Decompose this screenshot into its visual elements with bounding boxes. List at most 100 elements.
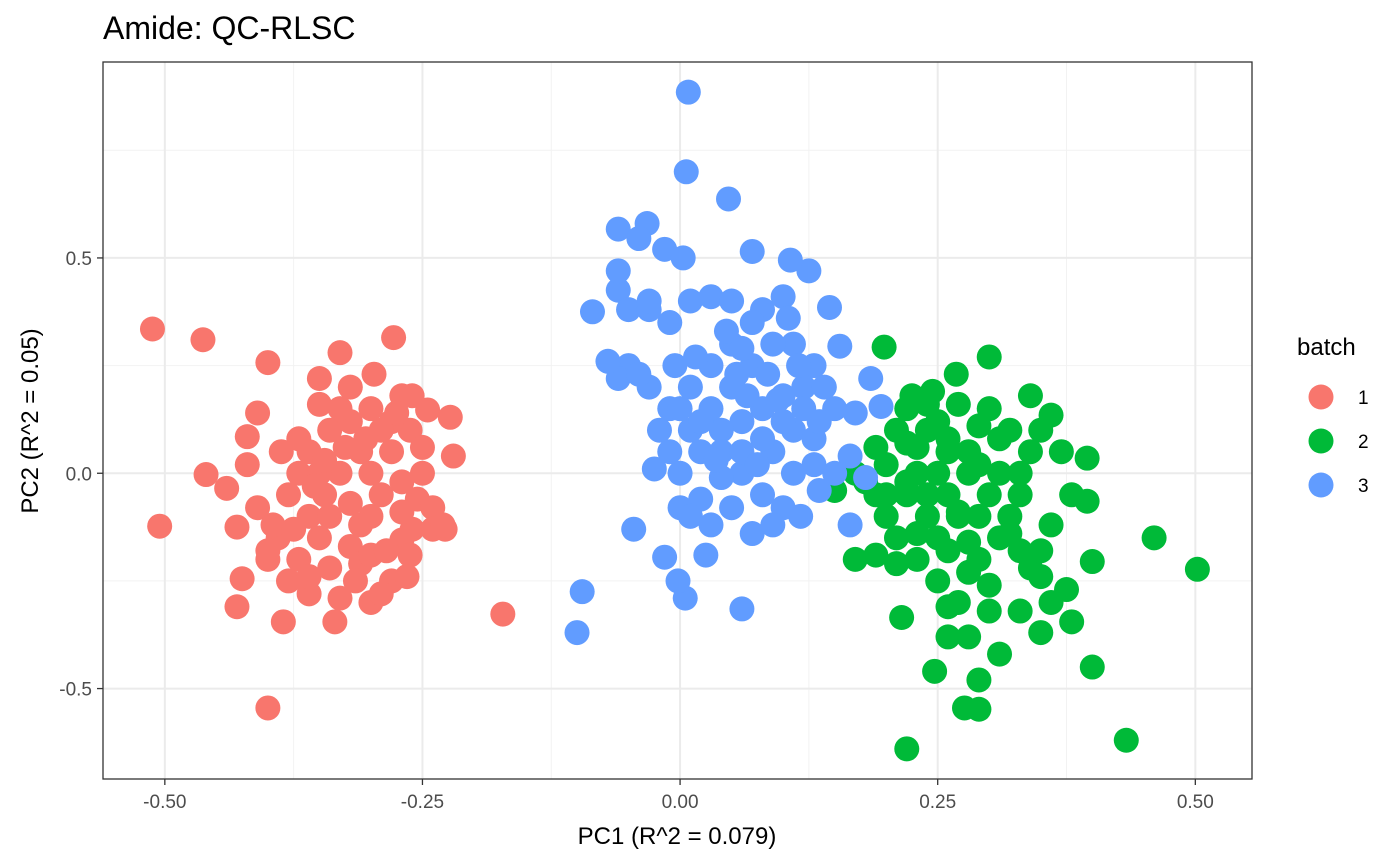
data-point — [853, 465, 879, 491]
data-point — [275, 482, 301, 508]
data-point — [976, 572, 1002, 598]
data-point — [675, 79, 701, 105]
data-point — [652, 544, 678, 570]
data-point — [750, 426, 776, 452]
data-point — [683, 344, 709, 370]
legend-key-1 — [1308, 384, 1334, 410]
legend-key-3 — [1308, 472, 1334, 498]
data-point — [703, 447, 729, 473]
data-point — [858, 366, 884, 392]
data-point — [775, 305, 801, 331]
data-point — [956, 529, 982, 555]
y-axis-title: PC2 (R^2 = 0.05) — [17, 328, 44, 513]
data-point — [1184, 556, 1210, 582]
data-point — [348, 512, 374, 538]
data-point — [322, 609, 348, 635]
data-point — [871, 334, 897, 360]
data-point — [976, 482, 1002, 508]
data-point — [765, 387, 791, 413]
data-point — [729, 596, 755, 622]
data-point — [595, 348, 621, 374]
data-point — [693, 542, 719, 568]
data-point — [673, 159, 699, 185]
data-point — [245, 495, 271, 521]
data-point — [739, 310, 765, 336]
data-point — [863, 434, 889, 460]
data-point — [306, 366, 332, 392]
legend-label-1: 1 — [1358, 388, 1369, 409]
data-point — [368, 581, 394, 607]
data-point — [667, 460, 693, 486]
data-point — [837, 443, 863, 469]
data-point — [399, 383, 425, 409]
data-point — [956, 624, 982, 650]
data-point — [646, 417, 672, 443]
data-point — [956, 559, 982, 585]
data-point — [1054, 577, 1080, 603]
data-point — [1017, 383, 1043, 409]
data-point — [255, 695, 281, 721]
data-point — [379, 439, 405, 465]
data-point — [667, 396, 693, 422]
data-point — [353, 426, 379, 452]
data-point — [306, 391, 332, 417]
data-point — [734, 383, 760, 409]
data-point — [147, 513, 173, 539]
data-point — [332, 434, 358, 460]
data-point — [873, 503, 899, 529]
data-point — [389, 499, 415, 525]
data-point — [621, 516, 647, 542]
data-point — [729, 335, 755, 361]
data-point — [564, 620, 590, 646]
data-point — [373, 538, 399, 564]
data-point — [842, 546, 868, 572]
legend-key-2 — [1308, 428, 1334, 454]
data-point — [234, 452, 260, 478]
chart-title: Amide: QC-RLSC — [103, 10, 356, 46]
data-point — [337, 490, 363, 516]
data-point — [337, 374, 363, 400]
data-point — [925, 525, 951, 551]
data-point — [966, 667, 992, 693]
data-point — [822, 460, 848, 486]
data-point — [245, 400, 271, 426]
data-point — [863, 542, 889, 568]
data-point — [883, 525, 909, 551]
data-point — [1074, 445, 1100, 471]
data-point — [1017, 439, 1043, 465]
data-point — [806, 409, 832, 435]
data-point — [255, 538, 281, 564]
data-point — [1007, 482, 1033, 508]
data-point — [234, 424, 260, 450]
data-point — [1048, 439, 1074, 465]
data-point — [605, 216, 631, 242]
data-point — [1141, 525, 1167, 551]
data-point — [616, 297, 642, 323]
data-point — [381, 325, 407, 351]
data-point — [579, 299, 605, 325]
data-point — [739, 521, 765, 547]
data-point — [724, 361, 750, 387]
data-point — [327, 396, 353, 422]
data-point — [894, 396, 920, 422]
data-point — [760, 331, 786, 357]
plot-panel-border — [102, 61, 1253, 780]
data-point — [708, 417, 734, 443]
data-point — [729, 409, 755, 435]
y-axis-ticks: -0.5 0.0 0.5 — [59, 249, 103, 701]
data-point — [317, 503, 343, 529]
data-point — [275, 568, 301, 594]
data-point — [827, 333, 853, 359]
data-point — [317, 417, 343, 443]
data-point — [883, 417, 909, 443]
data-point — [190, 327, 216, 353]
data-point — [966, 413, 992, 439]
data-point — [894, 736, 920, 762]
data-point — [327, 585, 353, 611]
data-point — [786, 353, 812, 379]
x-axis-ticks: -0.50 -0.25 0.00 0.25 0.50 — [143, 779, 1214, 813]
data-point — [437, 404, 463, 430]
data-point — [317, 555, 343, 581]
data-point — [770, 409, 796, 435]
data-point — [260, 512, 286, 538]
